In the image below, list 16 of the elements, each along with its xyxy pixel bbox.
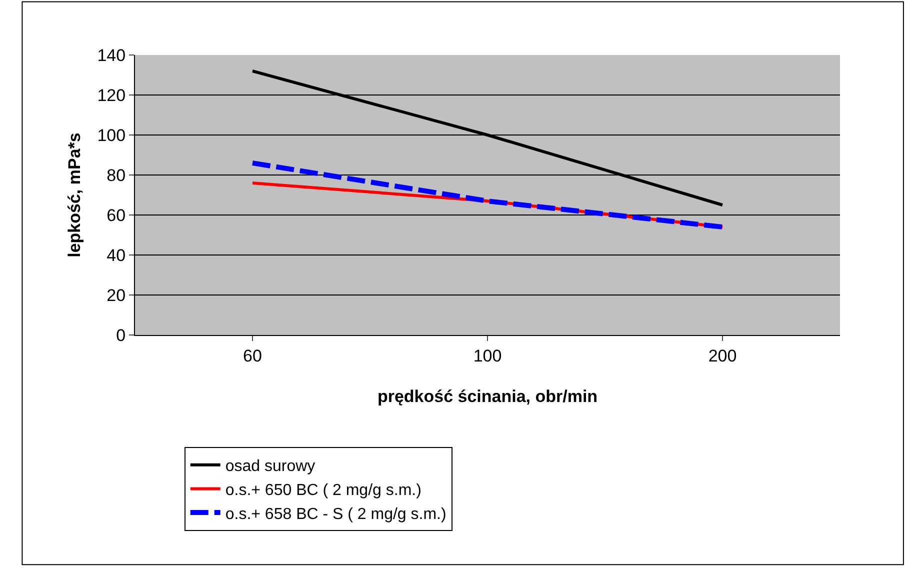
legend-label: osad surowy xyxy=(225,458,316,476)
y-tick-label: 0 xyxy=(116,326,126,345)
x-axis-title: prędkość ścinania, obr/min xyxy=(377,386,598,406)
legend-label: o.s.+ 650 BC ( 2 mg/g s.m.) xyxy=(225,482,422,499)
y-tick-label: 40 xyxy=(106,246,126,265)
legend-label: o.s.+ 658 BC - S ( 2 mg/g s.m.) xyxy=(225,506,446,523)
x-tick-label: 100 xyxy=(473,346,502,366)
y-tick-label: 80 xyxy=(106,166,126,185)
y-tick-label: 140 xyxy=(97,46,126,65)
y-tick-label: 60 xyxy=(106,206,126,225)
y-tick-label: 120 xyxy=(97,86,126,105)
y-tick-label: 100 xyxy=(97,126,126,145)
x-tick-label: 60 xyxy=(243,346,262,366)
y-axis-title: lepkość, mPa*s xyxy=(64,132,84,258)
x-tick-label: 200 xyxy=(708,346,737,366)
y-tick-label: 20 xyxy=(106,286,126,305)
